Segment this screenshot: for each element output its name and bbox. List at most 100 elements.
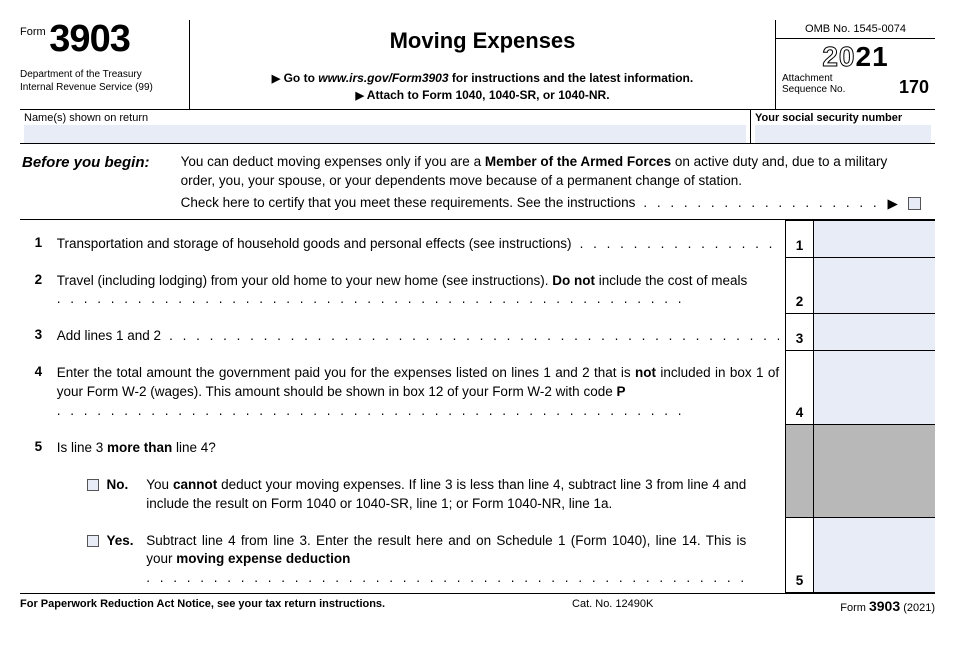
year-prefix: 20 <box>822 41 855 72</box>
dot-leader: . . . . . . . . . . . . . . . . . . . . … <box>146 569 746 588</box>
no-checkbox[interactable] <box>87 479 99 491</box>
l4-d: P <box>616 384 625 399</box>
line-5-shaded <box>786 462 814 518</box>
line-5-q: Is line 3 more than line 4? <box>57 425 786 462</box>
instruction-line-2: ▶ Attach to Form 1040, 1040-SR, or 1040-… <box>200 87 765 104</box>
l2-a: Travel (including lodging) from your old… <box>57 273 552 288</box>
line-5-shaded-amt <box>813 462 935 518</box>
yes-label: Yes. <box>107 532 143 551</box>
form-word: Form <box>20 26 46 38</box>
l5-q-a: Is line 3 <box>57 440 107 455</box>
arrow-icon: ▶ <box>355 90 363 102</box>
instr1-pre: Go to <box>284 71 319 85</box>
l2-b: Do not <box>552 273 595 288</box>
before-you-begin: Before you begin: You can deduct moving … <box>20 144 935 220</box>
line-3-label: Add lines 1 and 2 <box>57 327 161 346</box>
lines-table: 1 Transportation and storage of househol… <box>20 220 935 593</box>
arrow-icon: ▶ <box>887 194 897 214</box>
footer-left: For Paperwork Reduction Act Notice, see … <box>20 598 385 614</box>
dept-line-2: Internal Revenue Service (99) <box>20 82 153 93</box>
line-5-q-row: 5 Is line 3 more than line 4? <box>20 425 935 462</box>
certify-checkbox[interactable] <box>908 197 921 210</box>
department: Department of the Treasury Internal Reve… <box>20 68 183 94</box>
name-input[interactable] <box>24 125 746 143</box>
line-2-text: Travel (including lodging) from your old… <box>57 258 786 314</box>
dot-leader: . . . . . . . . . . . . . . . . . . . . … <box>635 193 887 213</box>
seq-num: 170 <box>899 78 929 98</box>
l4-b: not <box>635 365 656 380</box>
yes-b: moving expense deduction <box>176 551 350 566</box>
header-center: Moving Expenses ▶ Go to www.irs.gov/Form… <box>190 20 775 109</box>
footer-form-num: 3903 <box>869 598 900 614</box>
yes-checkbox[interactable] <box>87 535 99 547</box>
name-ssn-row: Name(s) shown on return Your social secu… <box>20 110 935 144</box>
line-2-boxnum: 2 <box>786 258 814 314</box>
year-suffix: 21 <box>856 41 889 72</box>
footer-right: Form 3903 (2021) <box>840 598 935 614</box>
form-footer: For Paperwork Reduction Act Notice, see … <box>20 593 935 614</box>
dot-leader: . . . . . . . . . . . . . . . . . . . . … <box>57 402 779 421</box>
line-1-label: Transportation and storage of household … <box>57 235 572 254</box>
seq-label: Sequence No. <box>782 84 845 95</box>
line-3-amount[interactable] <box>813 313 935 350</box>
dot-leader: . . . . . . . . . . . . . . . . . . . . … <box>161 327 779 346</box>
instruction-line-1: ▶ Go to www.irs.gov/Form3903 for instruc… <box>200 70 765 87</box>
line-5-shaded-amt <box>813 425 935 462</box>
tax-year: 2021 <box>776 39 935 73</box>
sequence: Attachment Sequence No. 170 <box>776 73 935 97</box>
line-3-row: 3 Add lines 1 and 2 . . . . . . . . . . … <box>20 313 935 350</box>
certify-text: Check here to certify that you meet thes… <box>181 193 636 213</box>
dot-leader: . . . . . . . . . . . . . . . . . . . . … <box>572 235 780 254</box>
no-b: cannot <box>173 477 217 492</box>
line-5-yes: Yes. Subtract line 4 from line 3. Enter … <box>57 518 786 593</box>
l5-q-b: more than <box>107 440 172 455</box>
line-4-amount[interactable] <box>813 350 935 425</box>
footer-form-word: Form <box>840 602 866 614</box>
attachment-label: Attachment <box>782 73 833 84</box>
before-text-1a: You can deduct moving expenses only if y… <box>181 154 485 169</box>
before-label: Before you begin: <box>22 152 177 174</box>
footer-year: (2021) <box>903 602 935 614</box>
line-5-amount[interactable] <box>813 518 935 593</box>
form-header: Form 3903 Department of the Treasury Int… <box>20 20 935 110</box>
line-5-shaded <box>786 425 814 462</box>
line-4-row: 4 Enter the total amount the government … <box>20 350 935 425</box>
line-4-num: 4 <box>20 350 57 425</box>
l5-q-c: line 4? <box>172 440 216 455</box>
line-3-num: 3 <box>20 313 57 350</box>
instr1-url: www.irs.gov/Form3903 <box>318 71 448 85</box>
name-cell: Name(s) shown on return <box>20 110 750 143</box>
no-label: No. <box>107 476 143 495</box>
instr1-post: for instructions and the latest informat… <box>449 71 694 85</box>
form-number: 3903 <box>49 20 130 58</box>
instr2: Attach to Form 1040, 1040-SR, or 1040-NR… <box>367 88 610 102</box>
line-1-text: Transportation and storage of household … <box>57 221 786 258</box>
before-text: You can deduct moving expenses only if y… <box>181 152 921 213</box>
ssn-input[interactable] <box>755 125 931 143</box>
dot-leader: . . . . . . . . . . . . . . . . . . . . … <box>57 290 779 309</box>
line-5-no-row: No. You cannot deduct your moving expens… <box>20 462 935 518</box>
line-1-num: 1 <box>20 221 57 258</box>
dept-line-1: Department of the Treasury <box>20 69 142 80</box>
header-right: OMB No. 1545-0074 2021 Attachment Sequen… <box>775 20 935 109</box>
line-2-row: 2 Travel (including lodging) from your o… <box>20 258 935 314</box>
line-1-boxnum: 1 <box>786 221 814 258</box>
header-left: Form 3903 Department of the Treasury Int… <box>20 20 190 109</box>
line-2-amount[interactable] <box>813 258 935 314</box>
l4-a: Enter the total amount the government pa… <box>57 365 635 380</box>
line-4-boxnum: 4 <box>786 350 814 425</box>
form-title: Moving Expenses <box>200 28 765 54</box>
omb-number: OMB No. 1545-0074 <box>776 20 935 39</box>
certify-row: Check here to certify that you meet thes… <box>181 193 921 213</box>
ssn-label: Your social security number <box>755 112 902 124</box>
line-5-num: 5 <box>20 425 57 462</box>
ssn-cell: Your social security number <box>750 110 935 143</box>
arrow-icon: ▶ <box>272 73 280 85</box>
line-2-num: 2 <box>20 258 57 314</box>
line-3-boxnum: 3 <box>786 313 814 350</box>
no-c: deduct your moving expenses. If line 3 i… <box>146 477 746 511</box>
line-1-amount[interactable] <box>813 221 935 258</box>
line-3-text: Add lines 1 and 2 . . . . . . . . . . . … <box>57 313 786 350</box>
before-text-1b: Member of the Armed Forces <box>485 154 671 169</box>
footer-cat: Cat. No. 12490K <box>572 598 653 614</box>
